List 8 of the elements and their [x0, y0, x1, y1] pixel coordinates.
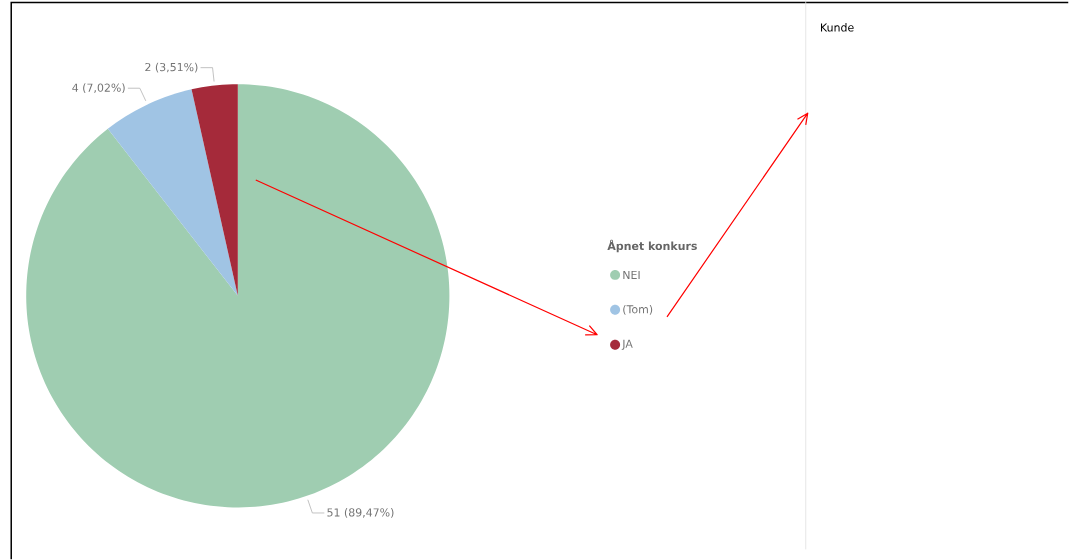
- data-label: 4 (7,02%): [72, 83, 125, 94]
- data-label: 2 (3,51%): [145, 62, 198, 73]
- legend-label: NEI: [623, 270, 640, 279]
- legend-label: (Tom): [623, 304, 653, 315]
- data-label: 51 (89,47%): [327, 508, 394, 518]
- legend-title: Åpnet konkurs: [607, 239, 697, 253]
- legend-label: JA: [621, 339, 633, 350]
- text: Kunde: [821, 23, 854, 32]
